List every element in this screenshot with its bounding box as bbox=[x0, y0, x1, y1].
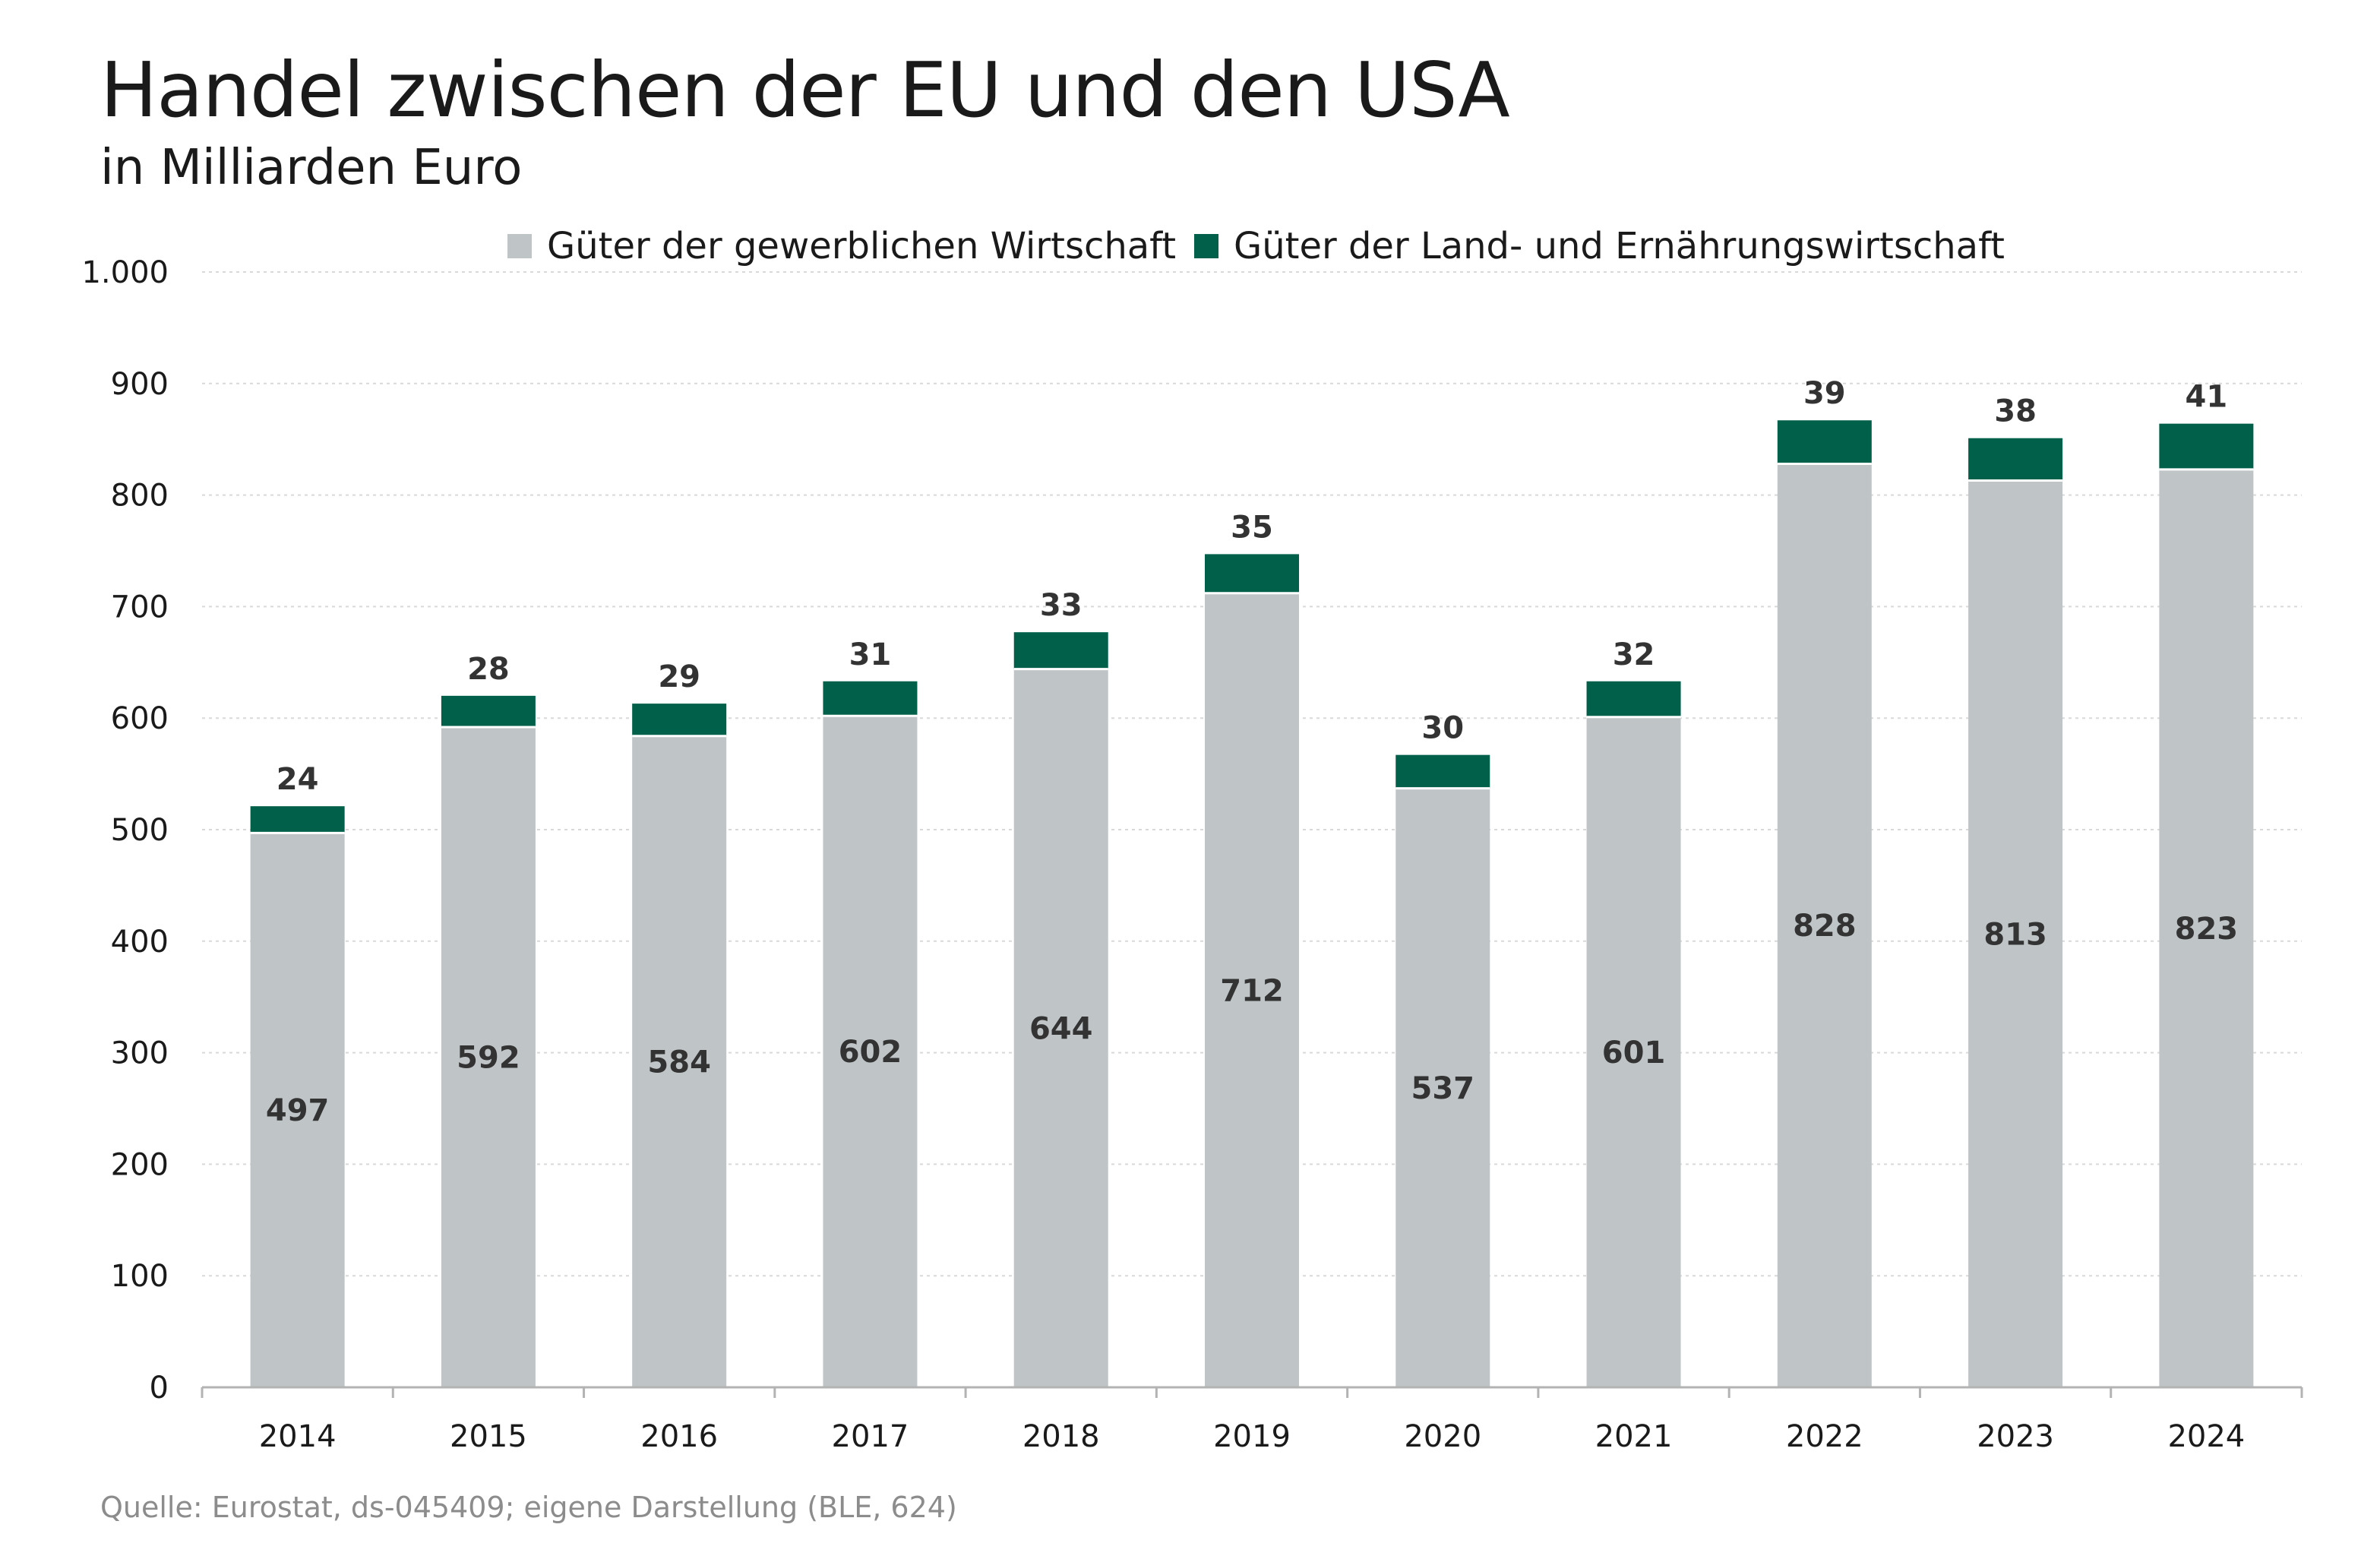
bar-segment-land-ernaehrungswirtschaft bbox=[1205, 554, 1299, 593]
data-label-gewerbliche-wirtschaft: 537 bbox=[1411, 1071, 1475, 1106]
bar-segment-gewerbliche-wirtschaft bbox=[1013, 669, 1108, 1387]
grid-lines bbox=[202, 271, 2302, 1277]
y-tick-label: 700 bbox=[111, 590, 169, 625]
data-label-gewerbliche-wirtschaft: 712 bbox=[1220, 973, 1284, 1008]
y-tick-label: 800 bbox=[111, 479, 169, 514]
data-label-land-ernaehrungswirtschaft: 32 bbox=[1613, 637, 1655, 672]
bar-segment-land-ernaehrungswirtschaft bbox=[632, 704, 727, 736]
bar-segment-gewerbliche-wirtschaft bbox=[632, 735, 727, 1387]
y-axis: 0 100 200 300 400 500 600 700 800 900 1.000 bbox=[81, 255, 169, 1406]
bar-segment-gewerbliche-wirtschaft bbox=[1777, 463, 1872, 1387]
x-tick-label: 2017 bbox=[832, 1419, 909, 1454]
bar-segment-gewerbliche-wirtschaft bbox=[441, 726, 536, 1387]
x-tick-label: 2020 bbox=[1404, 1419, 1481, 1454]
data-label-land-ernaehrungswirtschaft: 35 bbox=[1231, 510, 1273, 545]
y-tick-label: 900 bbox=[111, 367, 169, 402]
bar-segment-gewerbliche-wirtschaft bbox=[1586, 716, 1681, 1387]
data-label-gewerbliche-wirtschaft: 644 bbox=[1029, 1011, 1093, 1046]
legend-swatch bbox=[507, 234, 532, 258]
x-tick-label: 2024 bbox=[2167, 1419, 2245, 1454]
bar-segment-gewerbliche-wirtschaft bbox=[250, 833, 345, 1387]
y-tick-label: 200 bbox=[111, 1147, 169, 1182]
bar-segment-land-ernaehrungswirtschaft bbox=[823, 681, 918, 716]
data-label-land-ernaehrungswirtschaft: 28 bbox=[467, 652, 510, 687]
y-tick-label: 500 bbox=[111, 813, 169, 848]
data-label-gewerbliche-wirtschaft: 828 bbox=[1793, 909, 1857, 944]
bar-segment-land-ernaehrungswirtschaft bbox=[1968, 438, 2063, 481]
x-tick-label: 2014 bbox=[259, 1419, 337, 1454]
data-label-land-ernaehrungswirtschaft: 39 bbox=[1803, 376, 1846, 411]
data-label-gewerbliche-wirtschaft: 601 bbox=[1602, 1036, 1666, 1070]
bar-segment-land-ernaehrungswirtschaft bbox=[1013, 632, 1108, 669]
bar-segment-land-ernaehrungswirtschaft bbox=[1777, 420, 1872, 464]
y-tick-label: 400 bbox=[111, 925, 169, 960]
data-label-gewerbliche-wirtschaft: 584 bbox=[647, 1045, 711, 1080]
bar-segment-gewerbliche-wirtschaft bbox=[1205, 593, 1299, 1388]
bar-segment-land-ernaehrungswirtschaft bbox=[250, 806, 345, 833]
y-tick-label: 1.000 bbox=[81, 255, 169, 290]
data-label-land-ernaehrungswirtschaft: 41 bbox=[2186, 380, 2228, 415]
data-label-land-ernaehrungswirtschaft: 30 bbox=[1421, 711, 1464, 746]
chart-subtitle: in Milliarden Euro bbox=[100, 140, 523, 196]
chart-source: Quelle: Eurostat, ds-045409; eigene Dars… bbox=[100, 1491, 957, 1524]
data-label-gewerbliche-wirtschaft: 497 bbox=[266, 1093, 330, 1128]
data-label-land-ernaehrungswirtschaft: 29 bbox=[658, 659, 700, 694]
bar-segment-land-ernaehrungswirtschaft bbox=[441, 695, 536, 727]
bars: 497 24 592 28 584 29 602 31 644 33 712 35 537 30 601 32… bbox=[250, 376, 2254, 1388]
chart-title: Handel zwischen der EU und den USA bbox=[100, 46, 1510, 134]
x-tick-label: 2019 bbox=[1213, 1419, 1291, 1454]
bar-segment-land-ernaehrungswirtschaft bbox=[2159, 423, 2254, 470]
x-axis: 2014 2015 2016 2017 2018 2019 2020 2021 2022 2023… bbox=[201, 1386, 2303, 1454]
y-tick-label: 600 bbox=[111, 701, 169, 736]
bar-segment-gewerbliche-wirtschaft bbox=[2159, 469, 2254, 1388]
y-tick-label: 100 bbox=[111, 1259, 169, 1294]
legend-swatch bbox=[1194, 234, 1218, 258]
x-tick-label: 2023 bbox=[1977, 1419, 2054, 1454]
data-label-land-ernaehrungswirtschaft: 24 bbox=[277, 762, 319, 797]
data-label-land-ernaehrungswirtschaft: 38 bbox=[1994, 394, 2037, 429]
legend-label: Güter der gewerblichen Wirtschaft bbox=[547, 225, 1176, 267]
bar-segment-land-ernaehrungswirtschaft bbox=[1586, 681, 1681, 717]
x-tick-label: 2018 bbox=[1022, 1419, 1100, 1454]
bar-segment-gewerbliche-wirtschaft bbox=[823, 716, 918, 1387]
y-tick-label: 300 bbox=[111, 1036, 169, 1071]
x-tick-label: 2022 bbox=[1786, 1419, 1863, 1454]
bar-segment-gewerbliche-wirtschaft bbox=[1968, 480, 2063, 1387]
x-tick-label: 2021 bbox=[1595, 1419, 1673, 1454]
data-label-gewerbliche-wirtschaft: 813 bbox=[1983, 917, 2047, 952]
legend-label: Güter der Land- und Ernährungswirtschaft bbox=[1234, 225, 2005, 267]
x-tick-label: 2015 bbox=[450, 1419, 527, 1454]
data-label-land-ernaehrungswirtschaft: 33 bbox=[1040, 588, 1083, 623]
data-label-gewerbliche-wirtschaft: 602 bbox=[839, 1035, 902, 1070]
data-label-land-ernaehrungswirtschaft: 31 bbox=[849, 637, 892, 672]
bar-segment-land-ernaehrungswirtschaft bbox=[1395, 754, 1490, 789]
bar-segment-gewerbliche-wirtschaft bbox=[1395, 788, 1490, 1387]
data-label-gewerbliche-wirtschaft: 592 bbox=[457, 1040, 520, 1075]
x-tick-label: 2016 bbox=[640, 1419, 718, 1454]
y-tick-label: 0 bbox=[150, 1371, 169, 1406]
data-label-gewerbliche-wirtschaft: 823 bbox=[2175, 912, 2239, 947]
legend: Güter der gewerblichen Wirtschaft Güter d… bbox=[507, 225, 2005, 267]
